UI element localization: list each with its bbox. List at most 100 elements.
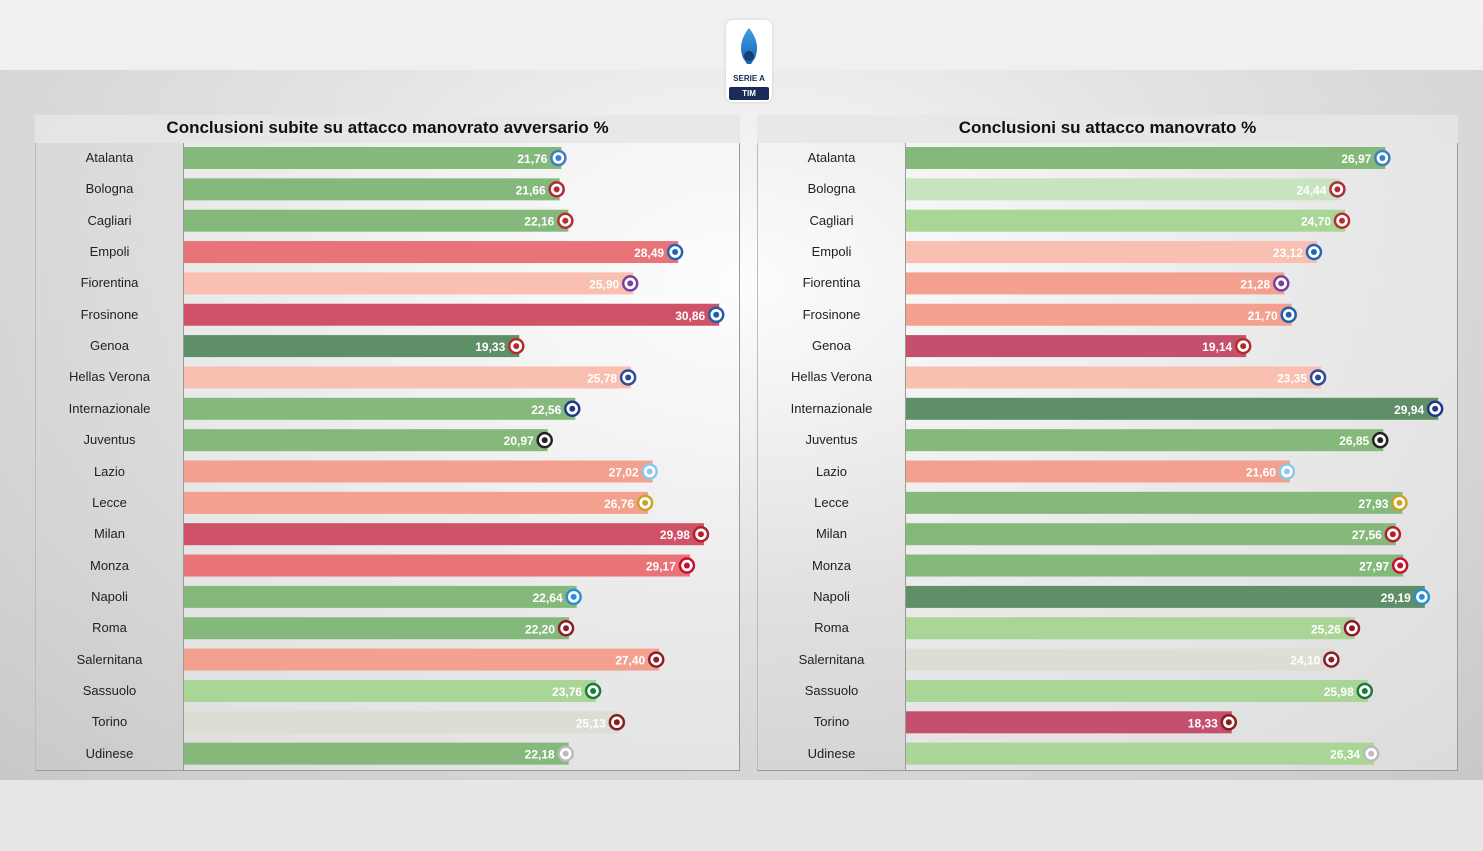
bar [906,648,1335,671]
data-label: 25,26 [1311,622,1341,636]
team-crest-icon-center [1283,468,1290,475]
team-crest-icon-center [672,249,679,256]
bar [184,209,569,232]
team-crest-icon-center [1334,186,1341,193]
data-label: 24,70 [1301,215,1331,229]
category-label: Cagliari [87,212,132,228]
data-label: 24,10 [1290,654,1320,668]
bar [906,617,1355,640]
category-label: Bologna [85,181,134,197]
bar [184,742,569,765]
bar [906,679,1368,702]
team-crest-icon-center [553,186,560,193]
team-crest-icon-center [1377,437,1384,444]
bar [906,429,1384,452]
category-label: Atalanta [807,150,856,165]
data-label: 25,98 [1324,685,1354,699]
category-labels: Atalanta Bologna Cagliari Empoli Fiorentina F… [757,143,905,771]
team-crest-icon-center [555,155,562,161]
bar [906,272,1285,295]
category-label: Empoli [89,244,130,260]
team-crest-icon-center [713,311,720,318]
data-label: 18,33 [1188,716,1218,730]
team-crest-icon-center [563,625,570,632]
data-label: 27,02 [609,466,639,480]
chart-title: Conclusioni su attacco manovrato % [757,115,1458,143]
team-crest-icon-center [1339,217,1346,224]
data-label: 28,49 [634,246,664,260]
category-label: Juventus [83,432,136,448]
team-crest-icon-center [1348,625,1355,632]
team-crest-icon-center [1432,405,1439,412]
logo-sponsor: TIM [729,87,769,100]
data-label: 27,97 [1359,560,1389,574]
chart-title: Conclusioni subite su attacco manovrato … [35,115,740,143]
serie-a-shield-icon [741,28,757,64]
bar [184,272,634,295]
data-label: 27,40 [615,654,645,668]
data-label: 22,20 [525,622,555,636]
bar [184,523,704,546]
bar [184,648,660,671]
category-label: Napoli [813,588,850,604]
bar [906,397,1439,420]
category-label: Fiorentina [80,275,139,291]
data-label: 25,78 [587,371,617,385]
category-label: Roma [814,620,849,636]
category-label: Monza [811,557,852,573]
team-crest-icon-center [1379,155,1386,161]
bar [906,711,1232,734]
team-crest-icon-center [697,531,704,538]
data-label: 20,97 [504,434,534,448]
bar [184,303,720,326]
bar [906,147,1386,169]
data-label: 19,14 [1202,340,1232,354]
category-label: Lazio [93,463,126,479]
data-label: 22,16 [524,215,554,229]
category-label: Atalanta [85,150,134,165]
bar [906,303,1292,326]
data-label: 21,28 [1240,277,1270,291]
team-crest-icon-center [590,687,597,694]
bar [184,147,562,169]
category-label: Fiorentina [802,275,861,291]
category-label: Salernitana [798,651,865,667]
data-label: 27,93 [1358,497,1388,511]
data-label: 23,12 [1273,246,1303,260]
bar [906,491,1403,514]
bar [906,585,1425,608]
bar [184,585,577,608]
bar [184,460,653,483]
category-label: Salernitana [76,651,143,667]
team-crest-icon-center [1225,719,1232,726]
data-label: 26,34 [1330,748,1360,762]
bar [906,742,1375,765]
bar [906,335,1247,358]
bar-chart-svg: 21,76 21,66 22,16 28,49 25,90 30,86 19,33 25,78… [184,147,725,765]
team-crest-icon-center [653,656,660,663]
bar [184,397,576,420]
team-crest-icon-center [646,468,653,475]
bar [184,366,632,389]
data-label: 25,90 [589,277,619,291]
team-crest-icon-center [627,280,634,287]
bar [184,178,560,201]
data-label: 23,76 [552,685,582,699]
data-label: 24,44 [1296,183,1326,197]
category-label: Milan [815,526,848,542]
team-crest-icon-center [613,719,620,726]
bar [184,711,620,734]
bar [184,617,570,640]
data-label: 23,35 [1277,371,1307,385]
data-label: 21,76 [517,152,547,166]
team-crest-icon-center [1397,562,1404,569]
plot-area: 21,76 21,66 22,16 28,49 25,90 30,86 19,33 25,78… [183,143,740,771]
data-label: 30,86 [675,309,705,323]
bar [906,366,1322,389]
team-crest-icon-center [541,437,548,444]
category-label: Juventus [805,432,858,448]
category-label: Milan [93,526,126,542]
category-label: Sassuolo [804,682,859,698]
team-crest-icon-center [1315,374,1322,381]
plot-area: 26,97 24,44 24,70 23,12 21,28 21,70 19,14 23,35… [905,143,1458,771]
